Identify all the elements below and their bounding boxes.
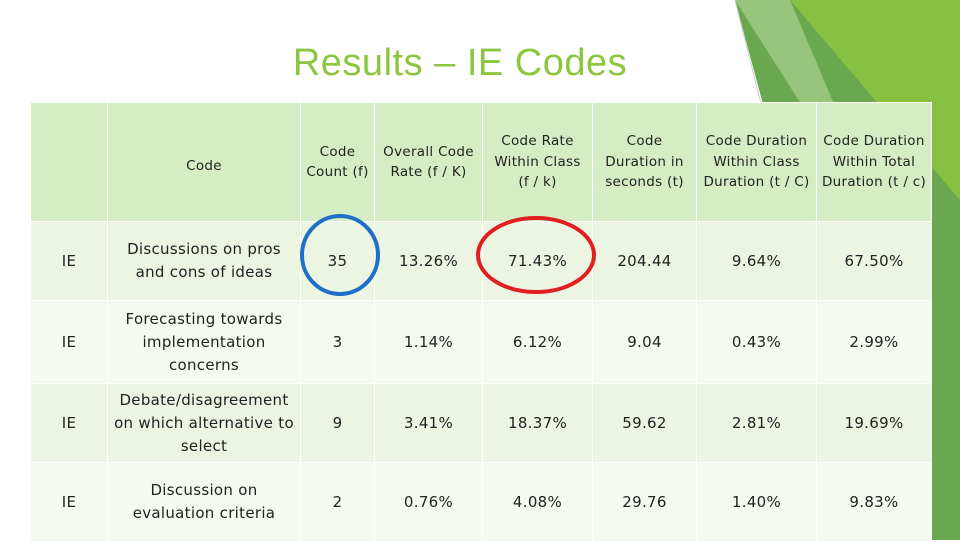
- header-within-class-rate: Code Rate Within Class (f / k): [482, 102, 593, 222]
- code-description: Discussion on evaluation criteria: [107, 462, 301, 542]
- overall-rate: 3.41%: [374, 383, 483, 463]
- header-duration-within-class: Code Duration Within Class Duration (t /…: [696, 102, 817, 222]
- row-label: IE: [30, 300, 108, 384]
- header-row-label: [30, 102, 108, 222]
- table-row: IE Discussion on evaluation criteria 2 0…: [30, 462, 932, 542]
- within-class-rate: 71.43%: [482, 221, 593, 301]
- within-class-rate: 18.37%: [482, 383, 593, 463]
- duration-within-class: 1.40%: [696, 462, 817, 542]
- overall-rate: 13.26%: [374, 221, 483, 301]
- duration-within-class: 0.43%: [696, 300, 817, 384]
- duration: 29.76: [592, 462, 697, 542]
- within-class-rate: 6.12%: [482, 300, 593, 384]
- code-description: Discussions on pros and cons of ideas: [107, 221, 301, 301]
- overall-rate: 0.76%: [374, 462, 483, 542]
- slide-title: Results – IE Codes: [292, 42, 628, 84]
- header-count: Code Count (f): [300, 102, 375, 222]
- header-code: Code: [107, 102, 301, 222]
- duration-within-total: 9.83%: [816, 462, 932, 542]
- code-count: 35: [300, 221, 375, 301]
- row-label: IE: [30, 221, 108, 301]
- code-description: Debate/disagreement on which alternative…: [107, 383, 301, 463]
- results-table: Code Code Count (f) Overall Code Rate (f…: [30, 102, 932, 542]
- duration: 9.04: [592, 300, 697, 384]
- row-label: IE: [30, 383, 108, 463]
- duration: 59.62: [592, 383, 697, 463]
- code-count: 9: [300, 383, 375, 463]
- within-class-rate: 4.08%: [482, 462, 593, 542]
- header-overall-rate: Overall Code Rate (f / K): [374, 102, 483, 222]
- table-row: IE Discussions on pros and cons of ideas…: [30, 221, 932, 301]
- duration-within-total: 2.99%: [816, 300, 932, 384]
- duration-within-class: 9.64%: [696, 221, 817, 301]
- overall-rate: 1.14%: [374, 300, 483, 384]
- table-row: IE Debate/disagreement on which alternat…: [30, 383, 932, 463]
- code-count: 3: [300, 300, 375, 384]
- title-divider: [734, 0, 766, 121]
- duration-within-total: 19.69%: [816, 383, 932, 463]
- duration: 204.44: [592, 221, 697, 301]
- duration-within-class: 2.81%: [696, 383, 817, 463]
- code-description: Forecasting towards implementation conce…: [107, 300, 301, 384]
- header-duration-within-total: Code Duration Within Total Duration (t /…: [816, 102, 932, 222]
- header-duration: Code Duration in seconds (t): [592, 102, 697, 222]
- code-count: 2: [300, 462, 375, 542]
- table-row: IE Forecasting towards implementation co…: [30, 300, 932, 384]
- header-row: Code Code Count (f) Overall Code Rate (f…: [30, 102, 932, 222]
- duration-within-total: 67.50%: [816, 221, 932, 301]
- row-label: IE: [30, 462, 108, 542]
